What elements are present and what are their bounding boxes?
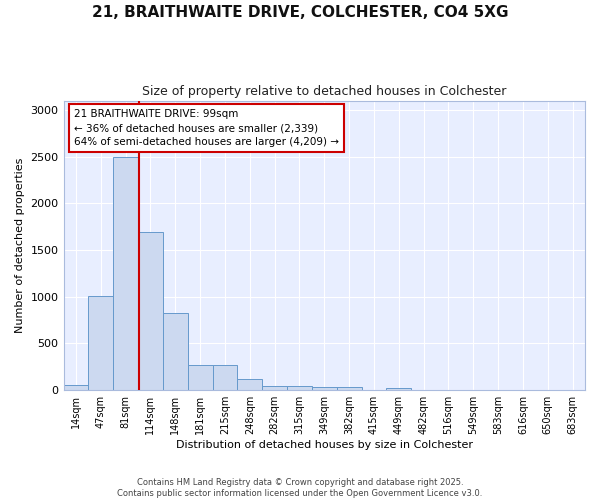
Bar — [88, 296, 113, 390]
Text: 21, BRAITHWAITE DRIVE, COLCHESTER, CO4 5XG: 21, BRAITHWAITE DRIVE, COLCHESTER, CO4 5… — [92, 5, 508, 20]
Bar — [312, 388, 337, 390]
X-axis label: Distribution of detached houses by size in Colchester: Distribution of detached houses by size … — [176, 440, 473, 450]
Title: Size of property relative to detached houses in Colchester: Size of property relative to detached ho… — [142, 85, 506, 98]
Bar — [386, 388, 411, 390]
Bar — [262, 386, 287, 390]
Text: Contains HM Land Registry data © Crown copyright and database right 2025.
Contai: Contains HM Land Registry data © Crown c… — [118, 478, 482, 498]
Bar — [238, 379, 262, 390]
Bar — [188, 366, 212, 390]
Bar — [113, 156, 138, 390]
Bar — [64, 385, 88, 390]
Bar — [138, 232, 163, 390]
Bar — [287, 386, 312, 390]
Bar — [337, 388, 362, 390]
Text: 21 BRAITHWAITE DRIVE: 99sqm
← 36% of detached houses are smaller (2,339)
64% of : 21 BRAITHWAITE DRIVE: 99sqm ← 36% of det… — [74, 109, 339, 147]
Y-axis label: Number of detached properties: Number of detached properties — [15, 158, 25, 333]
Bar — [163, 312, 188, 390]
Bar — [212, 366, 238, 390]
